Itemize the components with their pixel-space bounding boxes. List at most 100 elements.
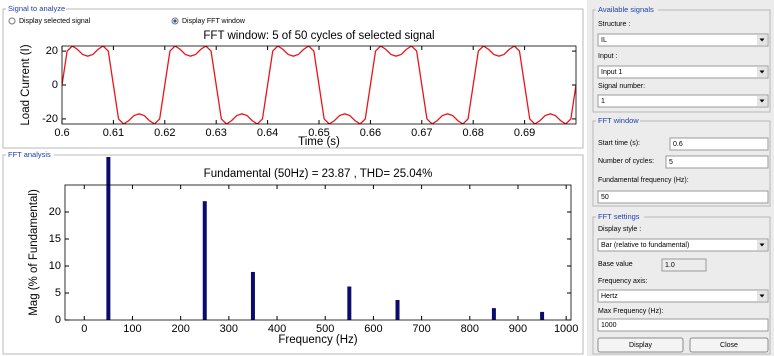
field-label: Max Frequency (Hz): bbox=[598, 308, 663, 315]
y-tick-label: 10 bbox=[49, 260, 61, 272]
bar bbox=[250, 271, 255, 320]
field-label: Frequency axis: bbox=[598, 278, 647, 285]
panel-title: FFT window bbox=[598, 116, 639, 125]
x-tick-label: 0.63 bbox=[205, 127, 226, 139]
dropdown[interactable] bbox=[597, 238, 769, 252]
signal-line bbox=[62, 46, 576, 124]
y-axis-label: Mag (% of Fundamental) bbox=[28, 189, 40, 316]
radio-label: Display FFT window bbox=[182, 18, 246, 25]
y-tick-label: 20 bbox=[46, 45, 58, 57]
text-input[interactable] bbox=[597, 190, 769, 204]
button[interactable] bbox=[597, 337, 684, 353]
bar bbox=[202, 201, 207, 320]
x-tick-label: 400 bbox=[268, 323, 286, 335]
panel-title: Available signals bbox=[598, 5, 654, 14]
x-tick-label: 200 bbox=[171, 323, 189, 335]
panel-title-bg bbox=[596, 5, 658, 15]
panel-title-bg bbox=[596, 212, 644, 222]
plot-box bbox=[64, 184, 572, 321]
plot-box bbox=[61, 45, 577, 125]
x-tick-label: 0.62 bbox=[154, 127, 175, 139]
panel-title: FFT analysis bbox=[8, 150, 51, 159]
x-tick-label: 0.66 bbox=[360, 127, 381, 139]
x-tick-label: 0.64 bbox=[257, 127, 278, 139]
button-label: Display bbox=[629, 342, 652, 349]
dropdown-arrow bbox=[759, 38, 765, 42]
dropdown-value: Hertz bbox=[601, 293, 618, 300]
x-tick-label: 0.68 bbox=[462, 127, 483, 139]
dropdown-value: Bar (relative to fundamental) bbox=[601, 242, 689, 249]
x-tick-label: 500 bbox=[316, 323, 334, 335]
available-signals-panel bbox=[592, 9, 771, 113]
bar bbox=[347, 286, 352, 320]
dropdown[interactable] bbox=[597, 65, 769, 79]
text-input bbox=[661, 258, 707, 272]
panel-title: FFT settings bbox=[598, 212, 640, 221]
x-tick-label: 300 bbox=[220, 323, 238, 335]
dropdown[interactable] bbox=[597, 289, 769, 303]
dropdown-value: Input 1 bbox=[601, 69, 623, 76]
button[interactable] bbox=[689, 337, 769, 353]
radio-label: Display selected signal bbox=[19, 18, 91, 25]
text-input[interactable] bbox=[665, 155, 769, 169]
y-tick-label: 20 bbox=[49, 206, 61, 218]
input-value: 5 bbox=[669, 159, 673, 166]
y-tick-label: 0 bbox=[52, 79, 58, 91]
x-tick-label: 600 bbox=[364, 323, 382, 335]
x-tick-label: 0.69 bbox=[514, 127, 535, 139]
x-tick-label: 0 bbox=[81, 323, 87, 335]
x-axis-label: Frequency (Hz) bbox=[278, 334, 357, 346]
input-value: 1000 bbox=[601, 322, 617, 329]
dropdown-arrow bbox=[759, 294, 765, 298]
dropdown[interactable] bbox=[597, 33, 769, 47]
dropdown-value: 1 bbox=[601, 98, 605, 105]
bar bbox=[540, 311, 545, 320]
fft-window-panel bbox=[592, 120, 771, 207]
dropdown-value: IL bbox=[601, 37, 607, 44]
input-value: 0.6 bbox=[673, 141, 683, 148]
dropdown-arrow bbox=[759, 99, 765, 103]
x-tick-label: 800 bbox=[461, 323, 479, 335]
field-label: Input : bbox=[598, 53, 618, 60]
panel-title-bg bbox=[596, 116, 640, 126]
dropdown-arrow bbox=[759, 243, 765, 247]
y-axis-label: Load Current (I) bbox=[20, 44, 32, 125]
button-label: Close bbox=[720, 342, 738, 349]
x-tick-label: 700 bbox=[412, 323, 430, 335]
panel-title-bg bbox=[6, 4, 66, 14]
y-tick-label: 15 bbox=[49, 233, 61, 245]
bar bbox=[106, 157, 111, 320]
panel-title-bg bbox=[6, 150, 54, 160]
left-area bbox=[0, 0, 586, 356]
x-tick-label: 0.65 bbox=[308, 127, 329, 139]
fft-settings-panel bbox=[592, 216, 771, 355]
field-label: Signal number: bbox=[598, 83, 645, 90]
panel-title: Signal to analyze bbox=[8, 4, 65, 13]
input-value: 1.0 bbox=[665, 262, 675, 269]
text-input[interactable] bbox=[597, 318, 769, 332]
x-tick-label: 0.67 bbox=[411, 127, 432, 139]
x-axis-label: Time (s) bbox=[298, 136, 340, 148]
dropdown[interactable] bbox=[597, 94, 769, 108]
field-label: Base value bbox=[598, 261, 633, 268]
field-label: Start time (s): bbox=[598, 140, 640, 147]
dropdown-arrow bbox=[759, 70, 765, 74]
x-tick-label: 900 bbox=[509, 323, 527, 335]
x-tick-label: 0.6 bbox=[54, 127, 69, 139]
field-label: Display style : bbox=[598, 226, 641, 233]
radio-dot bbox=[173, 19, 177, 23]
bar bbox=[395, 300, 400, 320]
text-input[interactable] bbox=[669, 137, 769, 151]
input-value: 50 bbox=[601, 194, 609, 201]
y-tick-label: 0 bbox=[55, 314, 61, 326]
x-tick-label: 1000 bbox=[554, 323, 578, 335]
chart-title: Fundamental (50Hz) = 23.87 , THD= 25.04% bbox=[204, 168, 433, 180]
signal-panel bbox=[2, 8, 584, 149]
y-tick-label: 5 bbox=[55, 287, 61, 299]
field-label: Number of cycles: bbox=[598, 158, 654, 165]
chart-title: FFT window: 5 of 50 cycles of selected s… bbox=[203, 30, 434, 42]
radio-button[interactable] bbox=[8, 17, 16, 25]
field-label: Fundamental frequency (Hz): bbox=[598, 177, 689, 184]
x-tick-label: 0.61 bbox=[103, 127, 124, 139]
